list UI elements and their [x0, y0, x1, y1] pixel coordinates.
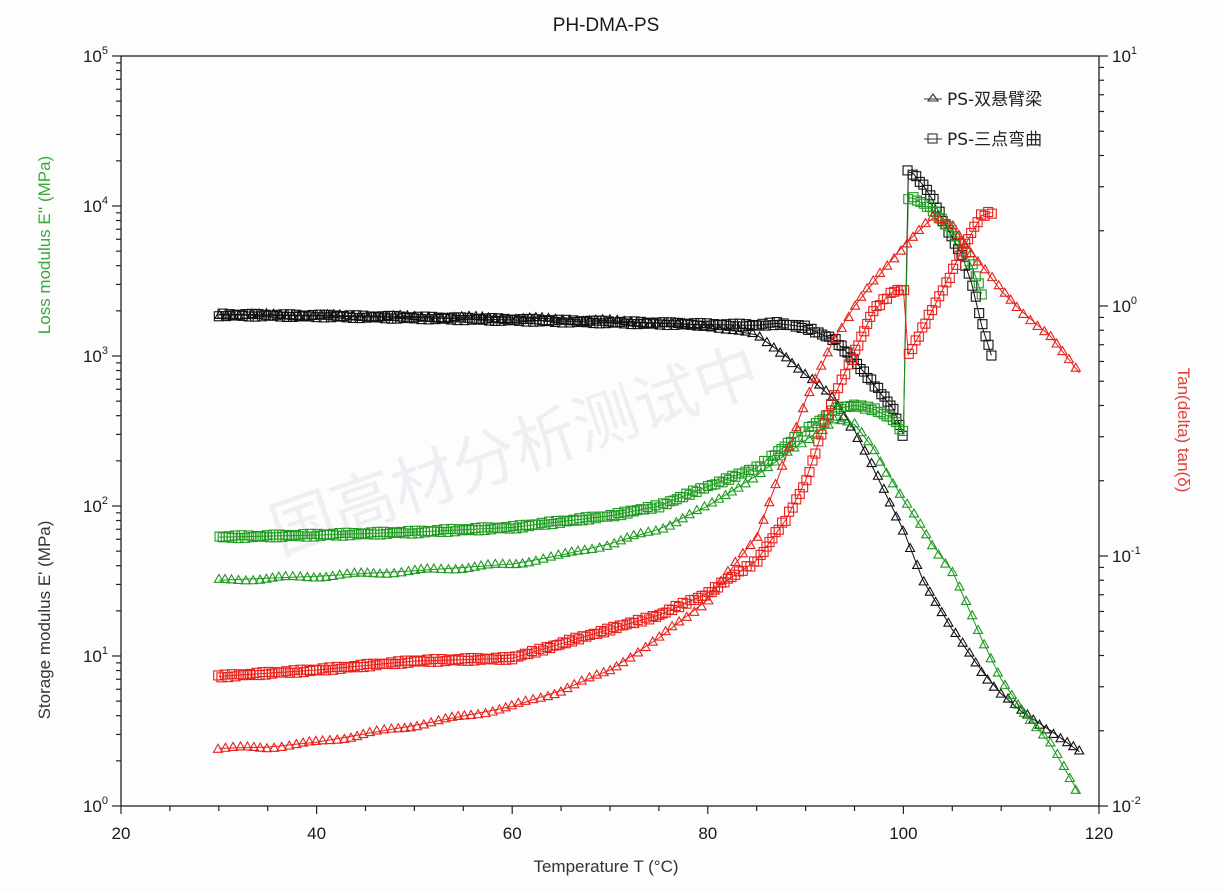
right-y-tick-label: 10-2 — [1112, 795, 1141, 816]
x-axis-title: Temperature T (°C) — [533, 857, 678, 876]
square-marker-icon — [927, 133, 938, 144]
legend-label-three-point-bending: PS-三点弯曲 — [947, 130, 1042, 150]
left-y-tick-label: 100 — [83, 795, 108, 816]
left-y-tick-label: 103 — [83, 345, 108, 366]
right-y-tick-label: 10-1 — [1112, 545, 1141, 566]
right-y-tick-label: 101 — [1112, 45, 1137, 66]
x-tick-label: 80 — [698, 824, 717, 843]
chart-title: PH-DMA-PS — [553, 15, 660, 36]
legend: PS-双悬臂梁 PS-三点弯曲 — [924, 90, 1042, 150]
left-y-tick-label: 105 — [83, 45, 108, 66]
left-y-tick-label: 102 — [83, 495, 108, 516]
triangle-marker-icon — [926, 93, 940, 102]
left-y-tick-label: 104 — [83, 195, 108, 216]
left-axis-title-storage-modulus: Storage modulus E' (MPa) — [35, 521, 54, 720]
legend-item-cantilever: PS-双悬臂梁 — [924, 90, 1042, 110]
x-tick-label: 20 — [112, 824, 131, 843]
x-tick-label: 60 — [503, 824, 522, 843]
legend-item-three-point-bending: PS-三点弯曲 — [924, 130, 1042, 150]
legend-label-cantilever: PS-双悬臂梁 — [947, 90, 1042, 110]
x-tick-label: 100 — [889, 824, 917, 843]
right-y-tick-label: 100 — [1112, 295, 1137, 316]
left-y-tick-label: 101 — [83, 645, 108, 666]
series-line — [218, 313, 1080, 753]
right-axis-title-tan-delta: Tan(delta) tan(δ) — [1174, 368, 1193, 493]
x-tick-label: 120 — [1085, 824, 1113, 843]
axis-ticks: 20 40 60 80 100 120 100 101 102 103 104 105 10-2 10-1… — [83, 45, 1141, 843]
x-tick-label: 40 — [307, 824, 326, 843]
data-series — [212, 165, 1085, 795]
left-axis-title-loss-modulus: Loss modulus E'' (MPa) — [35, 156, 54, 334]
